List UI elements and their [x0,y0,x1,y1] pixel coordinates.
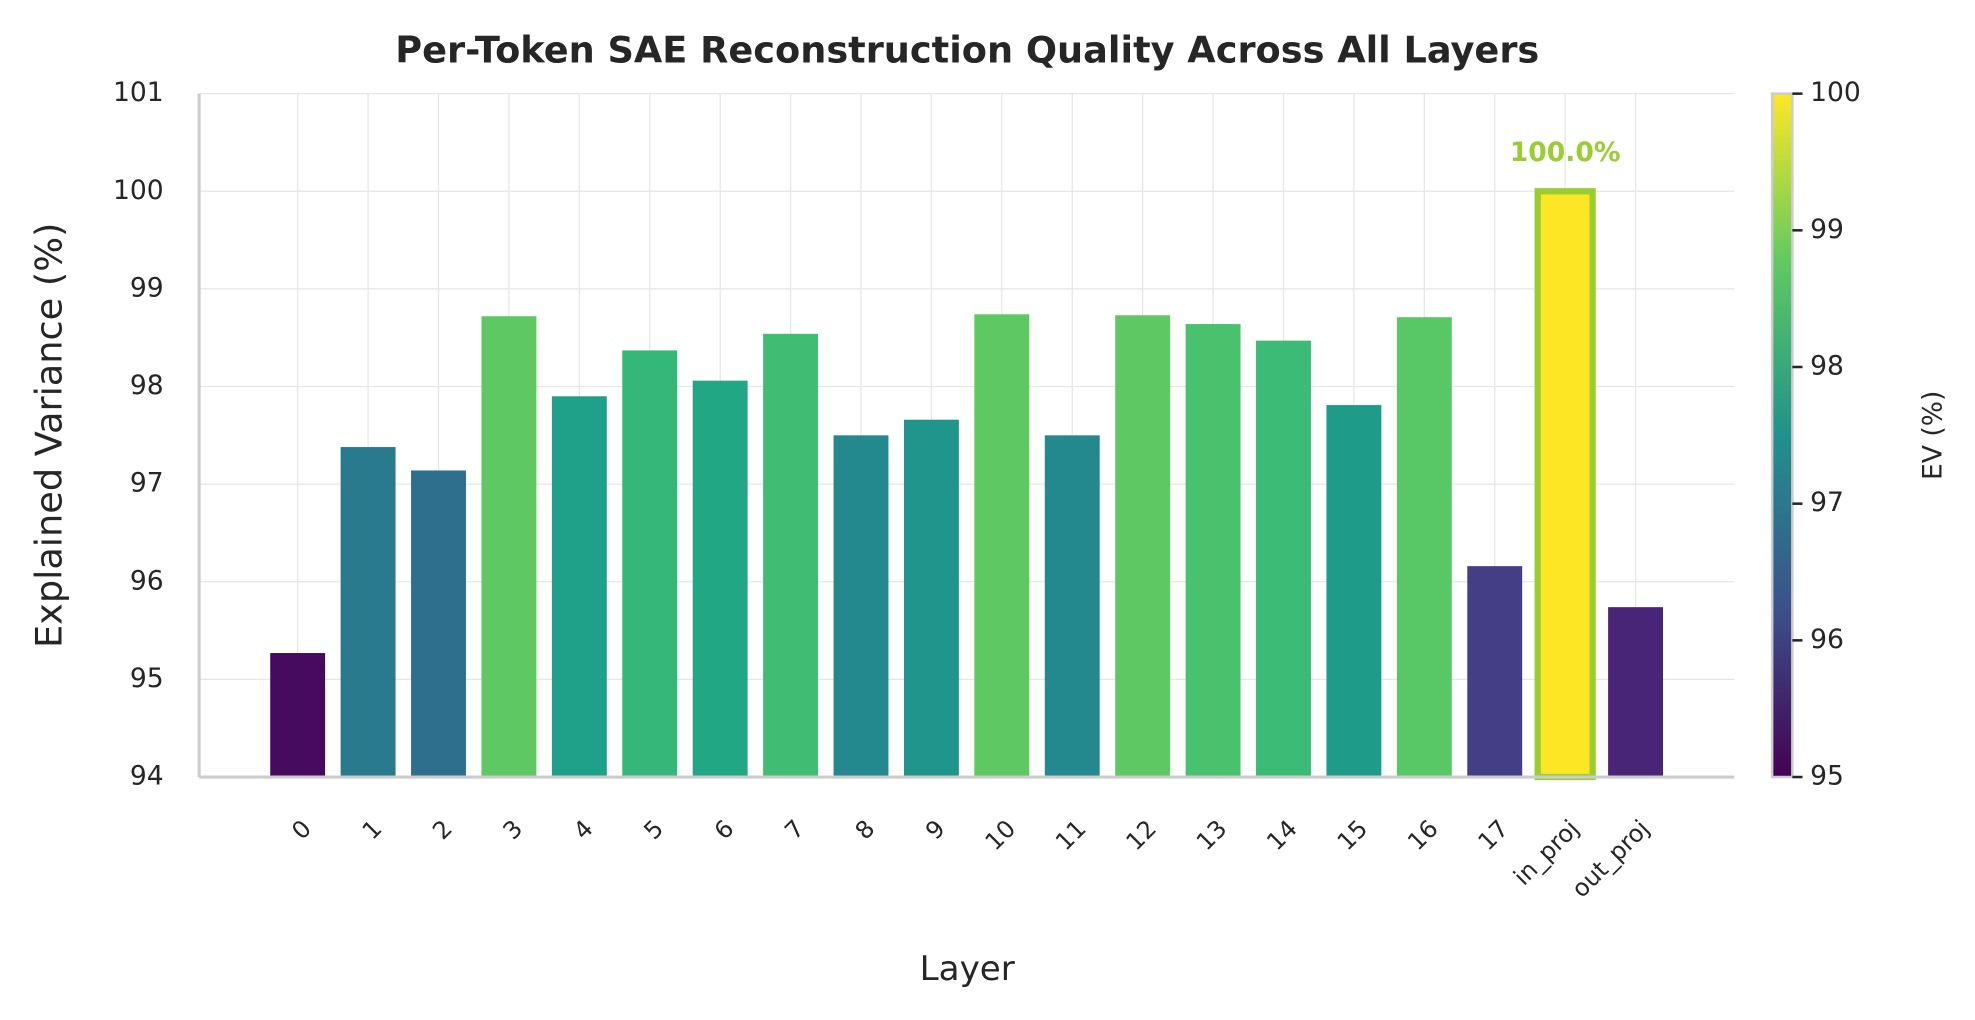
bar [481,316,537,778]
x-tick-label: out_proj [1566,815,1655,904]
y-tick-label: 96 [130,565,164,596]
x-tick-label: 11 [1050,815,1091,856]
x-tick-label: 7 [779,815,810,846]
bar [1608,607,1664,778]
x-tick-label: 3 [498,815,529,846]
bar [1185,324,1241,778]
bar [833,435,889,778]
colorbar [1770,92,1794,779]
x-tick-label: 8 [850,815,881,846]
bar [903,419,959,778]
bar [340,447,396,778]
bar [974,314,1030,778]
x-tick-label: 1 [357,815,388,846]
bar [1467,566,1523,778]
colorbar-tick-label: 100 [1810,77,1861,108]
y-tick-label: 100 [113,175,164,206]
x-tick-label: 17 [1473,815,1514,856]
y-axis-label: Explained Variance (%) [28,223,71,648]
bar [411,470,466,778]
bar [763,333,819,778]
colorbar-label: EV (%) [1918,391,1949,480]
x-tick-label: 2 [427,815,458,846]
bar [551,396,607,778]
x-tick-label: 0 [286,815,317,846]
y-tick-label: 95 [130,663,164,694]
x-tick-label: 4 [568,815,599,846]
y-tick-label: 98 [130,370,164,401]
bar [1044,435,1100,778]
x-axis-label: Layer [920,949,1016,989]
x-tick-label: 16 [1402,815,1443,856]
bar [270,653,326,778]
x-tick-label: 6 [709,815,740,846]
value-label: 100.0% [1510,137,1621,168]
bar [1326,405,1382,778]
colorbar-tick-label: 98 [1810,350,1844,381]
x-tick-label: 13 [1191,815,1232,856]
bar [622,350,678,778]
bar [1115,315,1171,778]
x-tick-label: 10 [980,815,1021,856]
bar [1396,317,1452,778]
y-tick-label: 97 [130,468,164,499]
x-tick-label: 9 [920,815,951,846]
y-tick-label: 94 [130,761,164,792]
colorbar-tick-label: 99 [1810,214,1844,245]
x-tick-label: 12 [1121,815,1162,856]
x-tick-label: 15 [1332,815,1373,856]
colorbar-tick-label: 95 [1810,761,1844,792]
chart-title: Per-Token SAE Reconstruction Quality Acr… [395,28,1539,71]
bar [1534,188,1596,781]
y-tick-label: 99 [130,272,164,303]
x-tick-label: 14 [1261,815,1302,856]
bar [692,380,748,778]
x-tick-label: 5 [638,815,669,846]
bar [1256,340,1311,778]
colorbar-tick-label: 97 [1810,487,1844,518]
colorbar-tick-label: 96 [1810,624,1844,655]
y-tick-label: 101 [113,77,164,108]
